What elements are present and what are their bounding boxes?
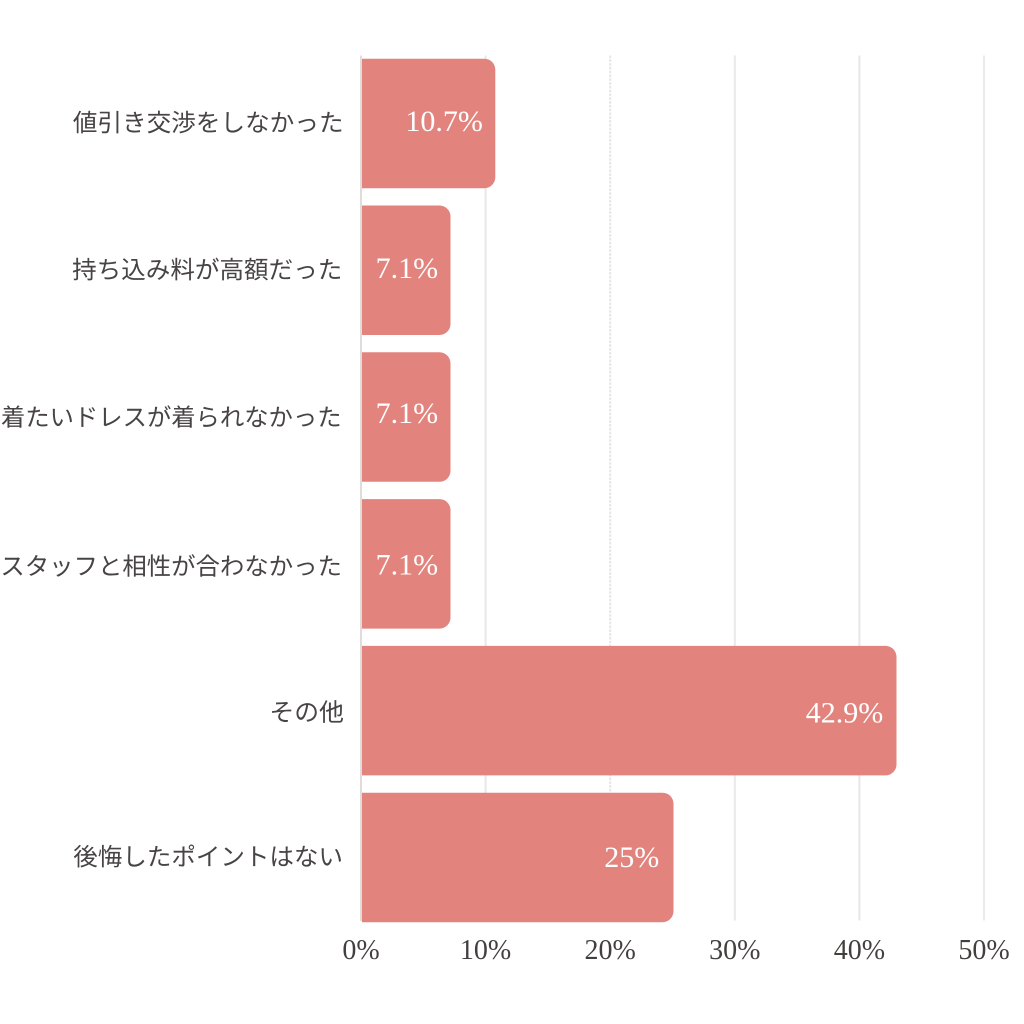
svg-text:25%: 25% [604,841,659,874]
svg-text:7.1%: 7.1% [376,397,439,430]
svg-text:7.1%: 7.1% [376,548,439,581]
svg-text:42.9%: 42.9% [806,697,884,730]
svg-text:7.1%: 7.1% [376,252,439,285]
svg-text:30%: 30% [709,935,760,966]
svg-text:20%: 20% [585,935,636,966]
svg-text:10.7%: 10.7% [405,105,483,138]
svg-text:0%: 0% [342,935,379,966]
svg-text:50%: 50% [958,935,1009,966]
svg-text:40%: 40% [834,935,885,966]
svg-text:10%: 10% [460,935,511,966]
